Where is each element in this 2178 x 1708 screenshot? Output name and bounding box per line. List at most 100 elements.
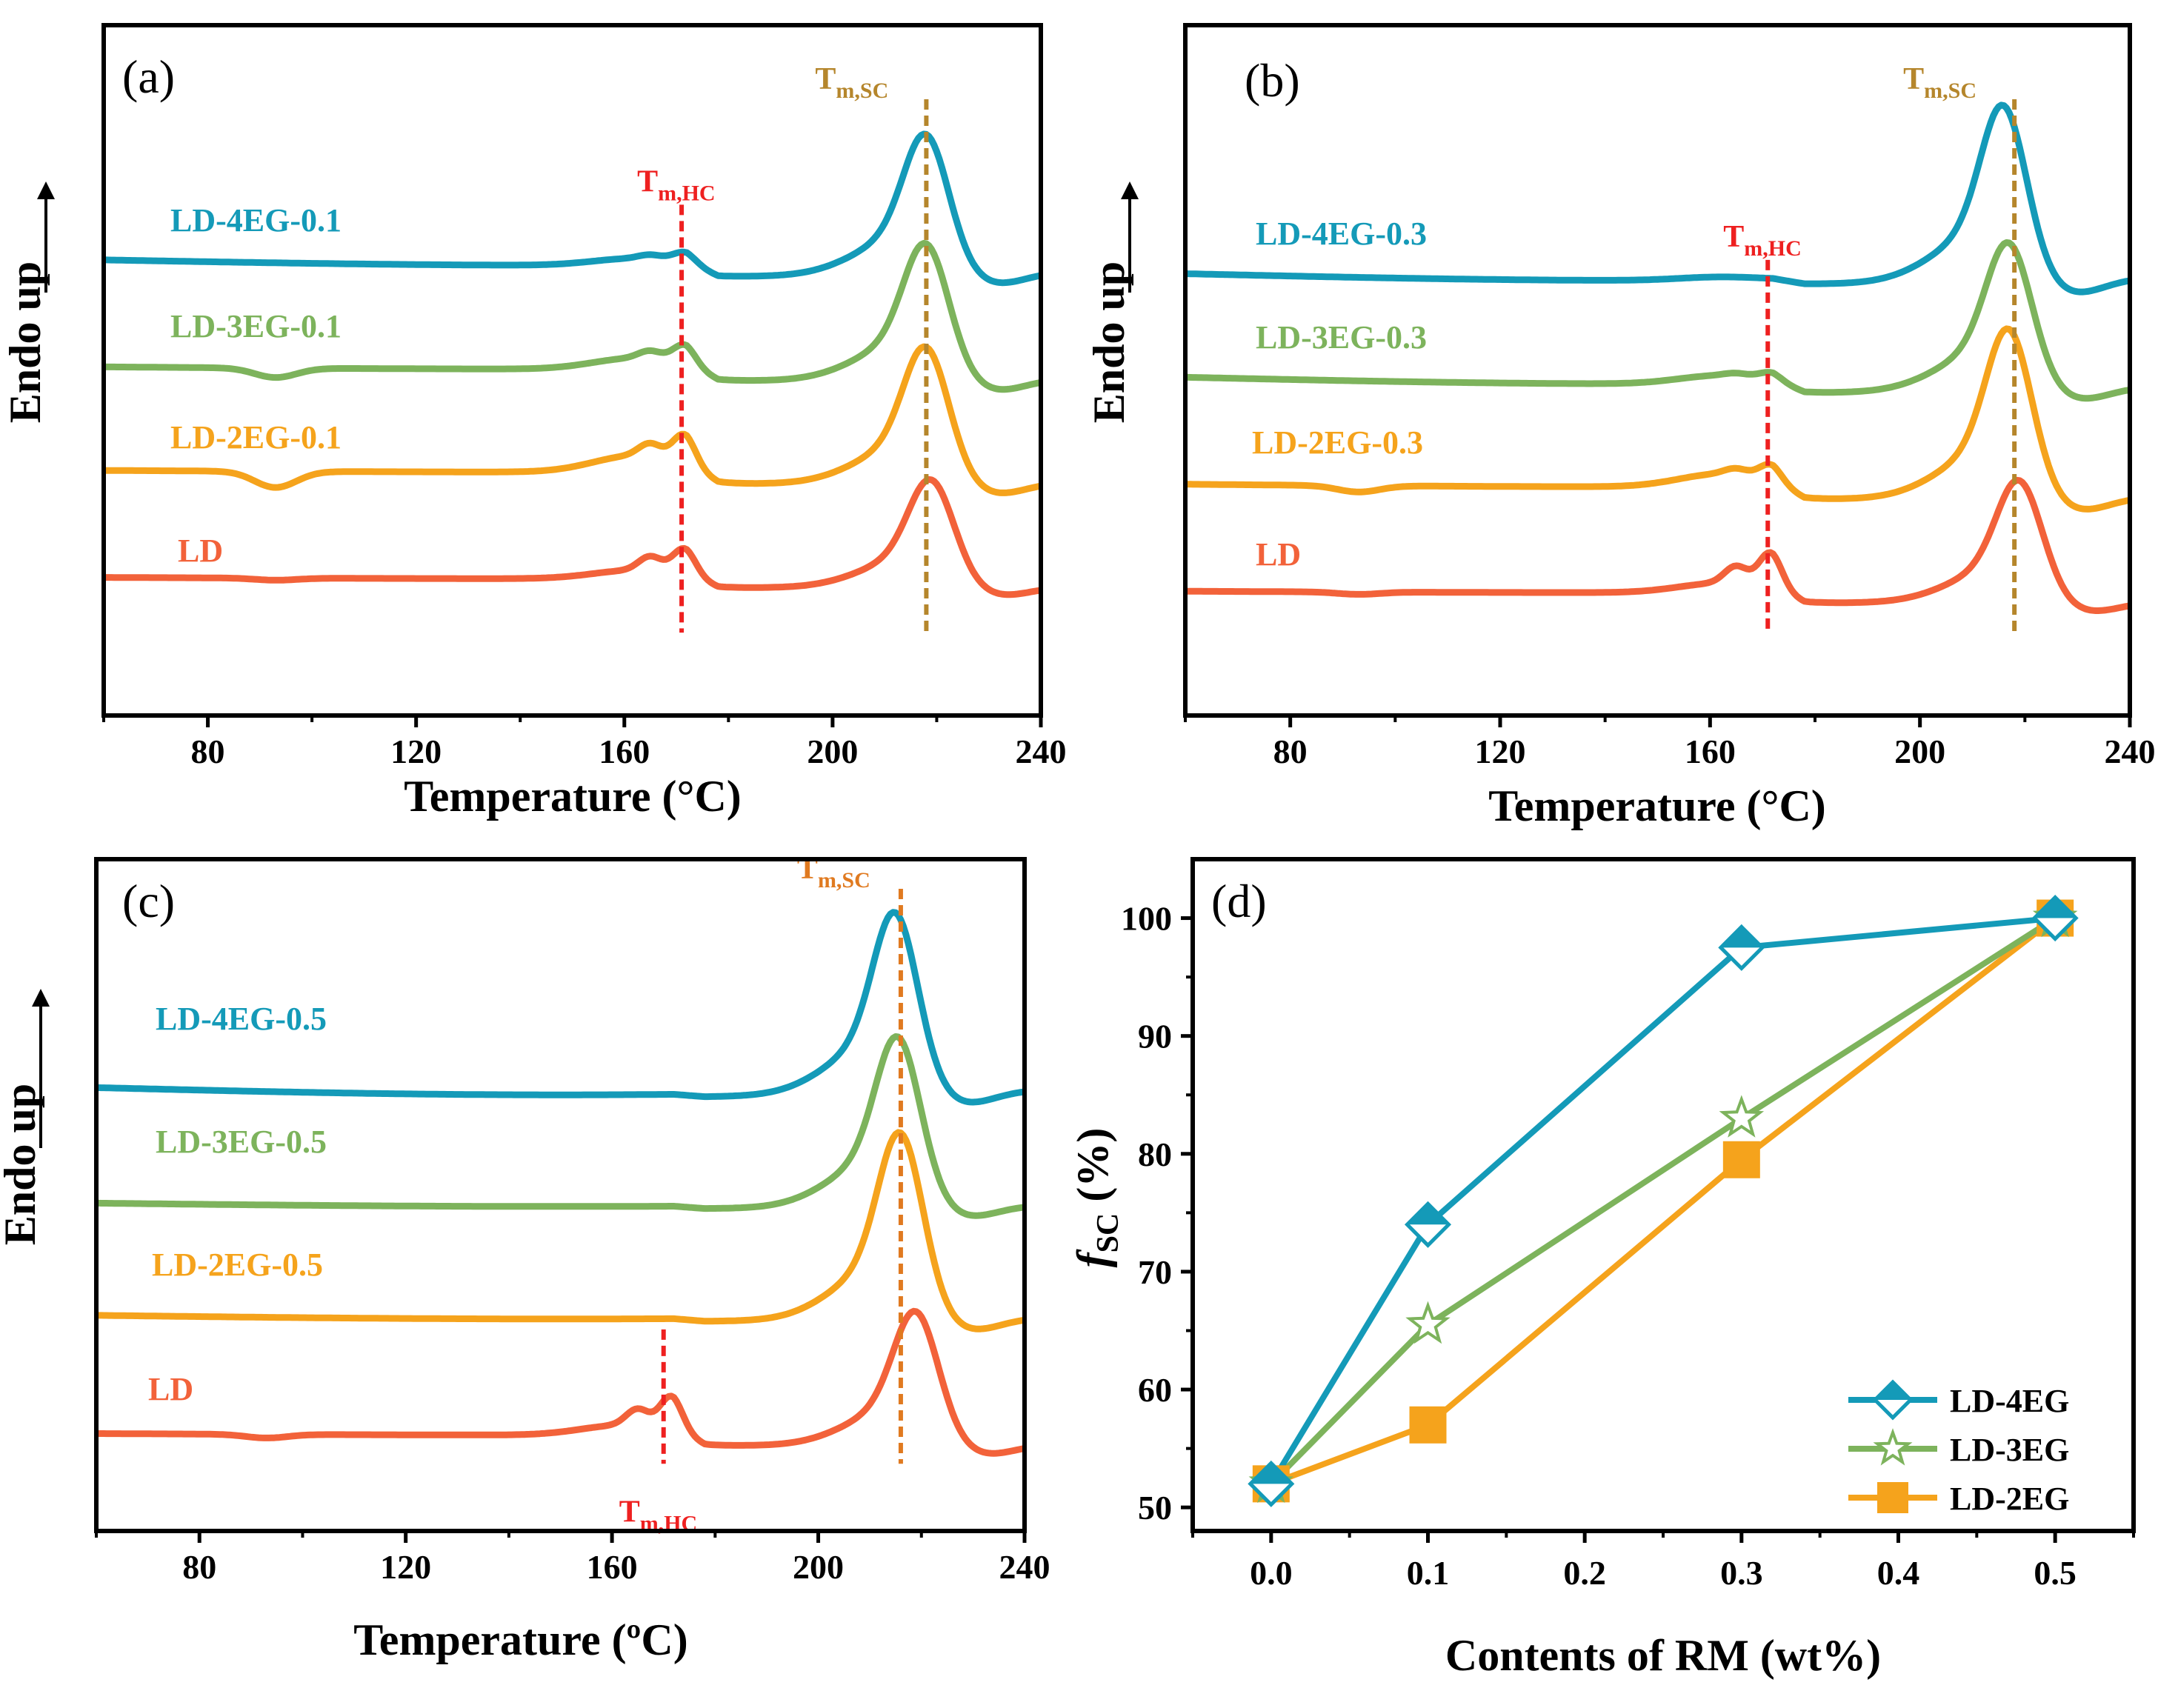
panel-b: LD-4EG-0.3LD-3EG-0.3LD-2EG-0.3LDTm,HCTm,… <box>1085 23 2156 830</box>
panel-label: (a) <box>122 50 175 103</box>
series-label: LD-2EG-0.1 <box>170 419 342 456</box>
y-title-rest: (%) <box>1068 1128 1117 1213</box>
diamond-fill <box>1875 1382 1911 1400</box>
x-tick-label: 0.4 <box>1877 1554 1920 1592</box>
x-tick-label: 200 <box>793 1548 844 1586</box>
curve-ld-2eg-0.5 <box>96 1129 1025 1332</box>
legend: LD-4EG LD-3EG LD-2EG <box>1848 1379 2069 1517</box>
x-tick-label: 120 <box>380 1548 431 1586</box>
marker-label: Tm,SC <box>815 62 888 103</box>
series-line-ld-2eg <box>1270 915 2057 1487</box>
x-axis-title: Temperature (ºC) <box>353 1615 687 1664</box>
x-axis-title: Temperature (°C) <box>404 772 742 821</box>
endo-arrow-head <box>37 181 55 199</box>
marker-main: T <box>637 164 658 199</box>
x-tick-label: 0.2 <box>1563 1554 1606 1592</box>
legend-label: LD-4EG <box>1950 1383 2069 1419</box>
data-point-ld-3eg <box>1719 1095 1765 1138</box>
x-tick-label: 120 <box>1475 733 1526 770</box>
curve-ld <box>103 476 1042 598</box>
diamond-fill <box>1250 1463 1292 1484</box>
plot-frame <box>1183 23 2132 718</box>
series-label: LD-2EG-0.3 <box>1252 424 1423 461</box>
legend-label: LD-3EG <box>1950 1432 2069 1468</box>
curve-ld-4eg-0.1 <box>103 130 1042 287</box>
plot-frame <box>94 857 1027 1533</box>
endo-arrow-head <box>1121 181 1139 199</box>
y-tick-label: 100 <box>1121 900 1172 938</box>
x-tick-label: 240 <box>2105 733 2156 770</box>
curve-ld <box>1185 476 2131 614</box>
curve-ld-3eg-0.1 <box>103 240 1042 393</box>
marker-label: Tm,HC <box>1723 220 1802 261</box>
x-tick-label: 240 <box>999 1548 1050 1586</box>
x-tick-label: 160 <box>587 1548 638 1586</box>
x-tick-label: 80 <box>191 733 225 770</box>
x-tick-label: 80 <box>1273 733 1308 770</box>
series-label: LD <box>178 533 223 569</box>
legend-label: LD-2EG <box>1950 1481 2069 1517</box>
marker-main: T <box>1903 62 1924 96</box>
y-tick-label: 60 <box>1138 1371 1172 1409</box>
marker-main: T <box>1723 220 1744 254</box>
y-tick-label: 70 <box>1138 1253 1172 1291</box>
marker-sub: m,SC <box>1924 79 1976 103</box>
panel-d: 0.0 0.1 0.2 0.3 0.4 0.5 50 60 70 80 90 100 Contents … <box>1068 857 2136 1680</box>
y-axis-title: Endo up <box>1085 261 1133 424</box>
diamond-fill <box>1407 1204 1449 1225</box>
x-axis-title: Contents of RM (wt%) <box>1445 1631 1881 1680</box>
x-tick-label: 160 <box>1685 733 1736 770</box>
series-label: LD-3EG-0.3 <box>1256 319 1427 356</box>
x-tick-label: 0.0 <box>1250 1554 1293 1592</box>
diamond-fill <box>2034 897 2077 918</box>
series-label: LD-2EG-0.5 <box>152 1247 323 1283</box>
y-title-sub: SC <box>1091 1213 1125 1253</box>
series-line-ld-4eg <box>1268 915 2056 1486</box>
data-point-ld-3eg <box>1405 1301 1451 1344</box>
x-axis-title: Temperature (°C) <box>1488 781 1826 830</box>
series-label: LD <box>1256 536 1301 573</box>
y-tick-label: 50 <box>1138 1489 1172 1527</box>
curve-ld-2eg-0.3 <box>1185 325 2131 513</box>
curve-ld-3eg-0.5 <box>96 1033 1025 1219</box>
series-label: LD-4EG-0.5 <box>156 1001 327 1037</box>
x-tick-label: 200 <box>807 733 858 770</box>
data-point-ld-4eg <box>1404 1201 1452 1248</box>
x-tick-label: 200 <box>1894 733 1945 770</box>
marker-main: T <box>815 62 836 96</box>
data-point-ld-2eg <box>1409 1406 1447 1444</box>
x-tick-label: 0.1 <box>1407 1554 1450 1592</box>
curve-ld-3eg-0.3 <box>1185 239 2131 402</box>
panel-label: (d) <box>1211 875 1267 927</box>
legend-marker <box>1872 1379 1914 1421</box>
x-tick-label: 0.5 <box>2034 1554 2077 1592</box>
legend-marker <box>1877 1482 1908 1513</box>
series-label: LD-3EG-0.5 <box>156 1124 327 1160</box>
marker-sub: m,HC <box>658 181 716 205</box>
panel-c: LD-4EG-0.5LD-3EG-0.5LD-2EG-0.5LDTm,HCTm,… <box>0 852 1050 1664</box>
curve-ld <box>96 1307 1025 1457</box>
x-tick-label: 0.3 <box>1720 1554 1763 1592</box>
panel-label: (c) <box>122 875 175 927</box>
marker-sub: m,SC <box>818 868 870 893</box>
y-axis-title: fSC (%) <box>1068 1128 1125 1268</box>
marker-sub: m,HC <box>1744 236 1802 261</box>
panel-a: LD-4EG-0.1LD-3EG-0.1LD-2EG-0.1LDTm,HCTm,… <box>1 23 1067 821</box>
series-label: LD-3EG-0.1 <box>170 308 342 344</box>
series-label: LD <box>148 1371 193 1407</box>
legend-marker <box>1873 1428 1913 1466</box>
x-tick-label: 120 <box>390 733 442 770</box>
y-tick-label: 80 <box>1138 1135 1172 1173</box>
diamond-fill <box>1720 927 1762 948</box>
marker-main: T <box>619 1495 640 1529</box>
y-axis-title: Endo up <box>1 261 50 424</box>
data-point-ld-2eg <box>1722 1141 1760 1178</box>
curve-ld-4eg-0.5 <box>96 909 1025 1106</box>
marker-sub: m,SC <box>836 79 888 103</box>
curve-ld-2eg-0.1 <box>103 343 1042 496</box>
data-point-ld-4eg <box>2031 895 2079 942</box>
x-tick-label: 80 <box>182 1548 216 1586</box>
series-label: LD-4EG-0.3 <box>1256 216 1427 252</box>
marker-label: Tm,HC <box>637 164 716 205</box>
